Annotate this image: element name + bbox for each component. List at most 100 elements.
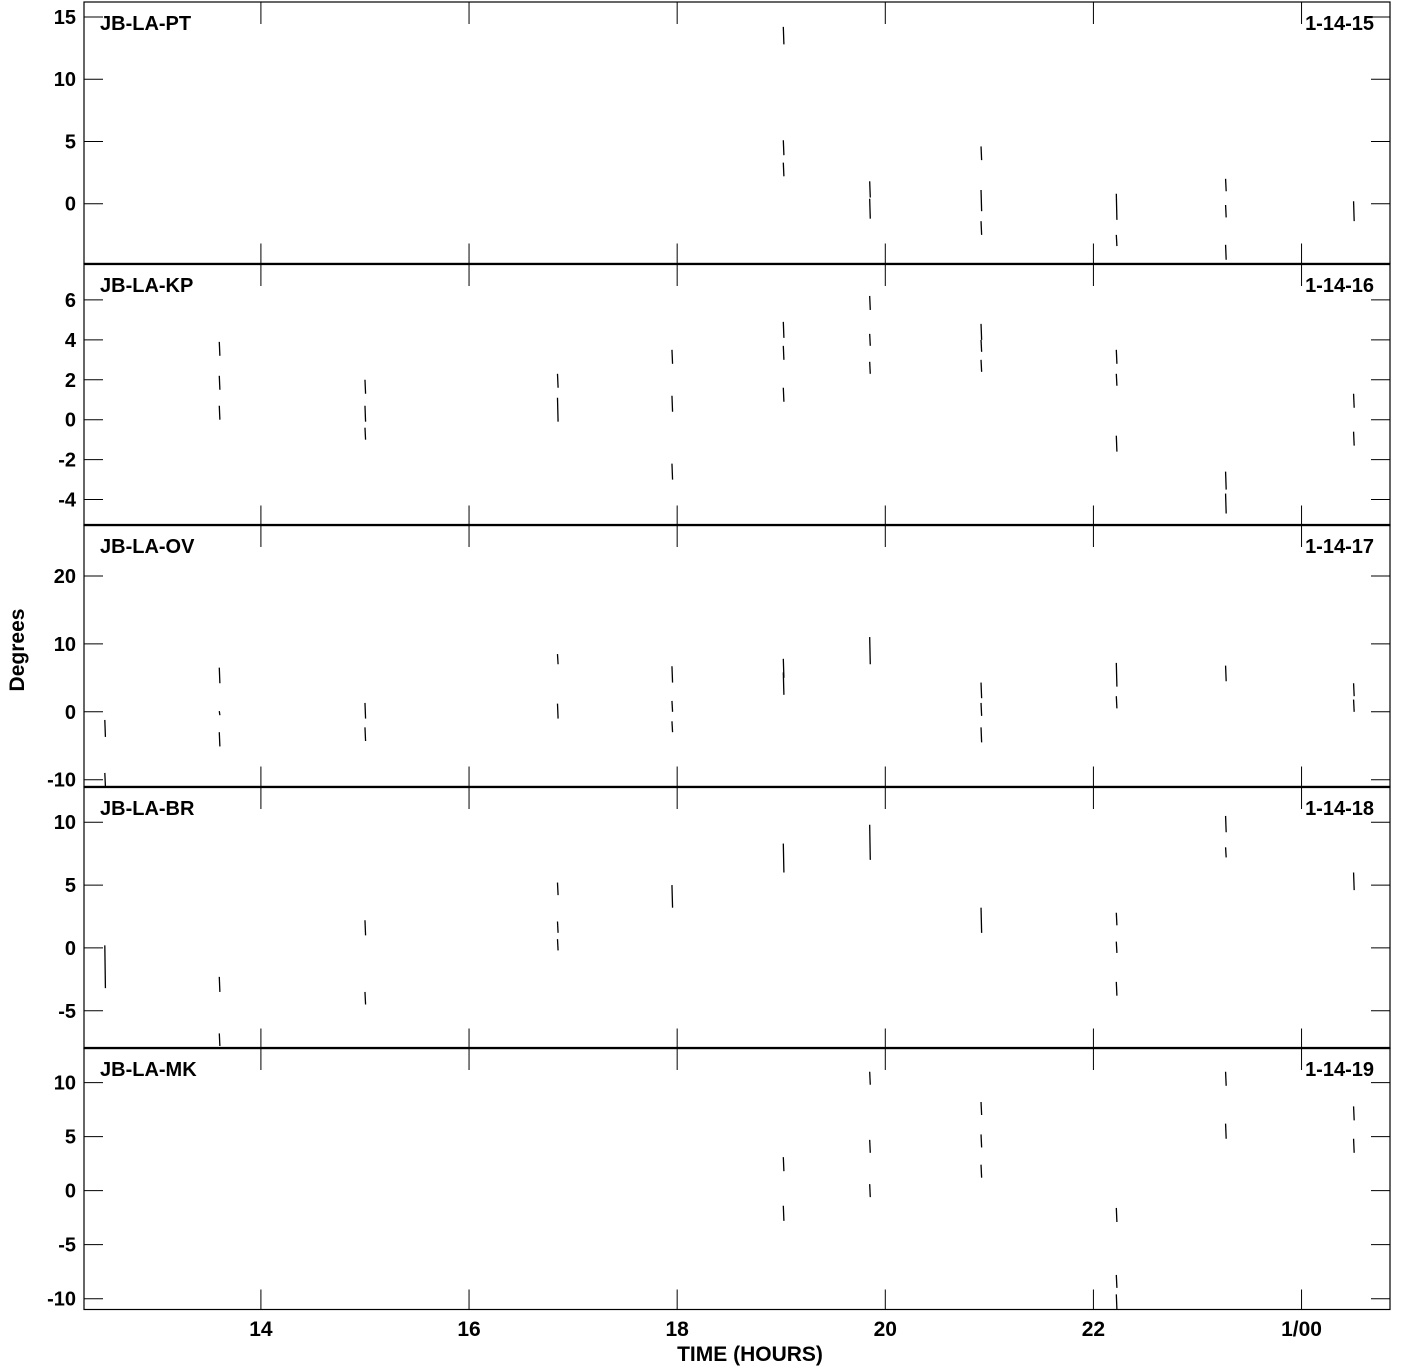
data-point [869,333,871,346]
y-tick-label: -10 [47,1289,76,1311]
data-point [869,181,871,198]
y-axis-title: Degrees [6,609,29,692]
data-point [364,991,367,1005]
data-point [1224,1123,1227,1139]
data-point [364,727,367,742]
data-point [980,682,983,699]
data-point [869,824,871,860]
data-point [218,667,221,684]
data-point [782,140,785,156]
data-point [104,772,107,787]
baseline-label: JB-LA-OV [100,536,195,558]
panel-frame [83,263,1391,527]
data-point [869,1184,871,1198]
data-point [1115,373,1118,386]
data-point [556,939,559,951]
data-point [1115,941,1118,953]
panel-jb-la-ov: -10 0 10 20 JB-LA-OV 1-14-17 [47,524,1391,792]
x-tick-label: 22 [1082,1318,1105,1341]
panels-group: 0 5 10 15 JB-LA-PT 1-14-15 -4 -2 0 2 4 6 JB-LA-KP 1-1… [47,1,1391,1311]
y-tick-label: 6 [65,290,76,312]
data-point [218,732,221,747]
data-point [980,323,983,340]
data-point [1352,431,1355,446]
data-point [671,395,674,412]
data-point [556,373,559,388]
y-tick-label: 10 [54,634,76,656]
data-point [980,190,983,212]
data-point [1115,696,1118,709]
x-axis-title: TIME (HOURS) [677,1343,823,1366]
data-point [980,1164,983,1178]
data-point [980,727,983,743]
y-tick-label: 2 [65,370,76,392]
panel-jb-la-br: -5 0 5 10 JB-LA-BR 1-14-18 [54,786,1391,1050]
data-point [980,907,983,933]
data-point [869,361,871,374]
data-point [364,427,367,440]
panel-jb-la-kp: -4 -2 0 2 4 6 JB-LA-KP 1-14-16 [58,263,1391,527]
data-point [980,339,983,352]
y-tick-label: 4 [65,330,77,352]
data-point [782,387,785,402]
data-point [1352,683,1355,697]
panel-frame [83,1,1391,265]
data-point [1224,493,1227,514]
data-point [1115,349,1118,364]
data-point [1352,201,1355,222]
data-point [218,375,221,390]
y-tick-label: -5 [58,1235,76,1257]
data-point [782,1157,785,1172]
y-tick-label: 20 [54,566,76,588]
y-tick-label: -5 [58,1001,76,1023]
panel-jb-la-mk: -10 -5 0 5 10 JB-LA-MK 1-14-19 [47,1047,1391,1311]
baseline-label: JB-LA-BR [100,798,195,820]
data-point [980,1134,983,1148]
data-point [1352,393,1355,408]
data-point [671,349,674,364]
data-point [869,1071,871,1085]
x-tick-label: 18 [665,1318,689,1341]
baseline-label: JB-LA-PT [100,13,191,35]
data-point [1352,699,1355,712]
x-tick-label: 20 [874,1318,897,1341]
data-point [1115,662,1118,687]
y-tick-label: 0 [65,194,76,216]
data-point [782,26,785,45]
data-point [218,1033,221,1047]
data-point [782,162,785,177]
panel-frame [83,786,1391,1050]
data-point [1224,815,1227,833]
baseline-label: JB-LA-MK [100,1059,197,1081]
data-point [1224,178,1227,192]
data-point [218,405,221,420]
data-point [980,702,983,716]
data-point [1115,435,1118,452]
data-point [1352,1106,1355,1121]
data-point [556,654,559,665]
data-point [980,359,983,372]
panel-frame [83,1047,1391,1311]
data-point [1224,471,1227,490]
data-point [556,921,559,933]
data-point [1115,234,1118,247]
data-point [869,637,871,665]
data-point [1115,912,1118,926]
data-point [671,463,674,480]
data-point [556,703,559,719]
data-point [671,885,674,908]
y-tick-label: 10 [54,812,76,834]
data-point [782,843,785,873]
data-point [104,719,107,737]
x-axis: 14 16 18 20 22 1/00 [249,1318,1322,1341]
x-tick-label: 14 [249,1318,273,1341]
panel-frame [83,524,1391,788]
data-point [218,976,221,992]
data-point [1224,665,1227,682]
data-point [782,672,785,695]
y-tick-label: -10 [47,770,76,792]
data-point [869,1139,871,1153]
y-tick-label: 0 [65,702,76,724]
data-point [1115,1274,1118,1288]
